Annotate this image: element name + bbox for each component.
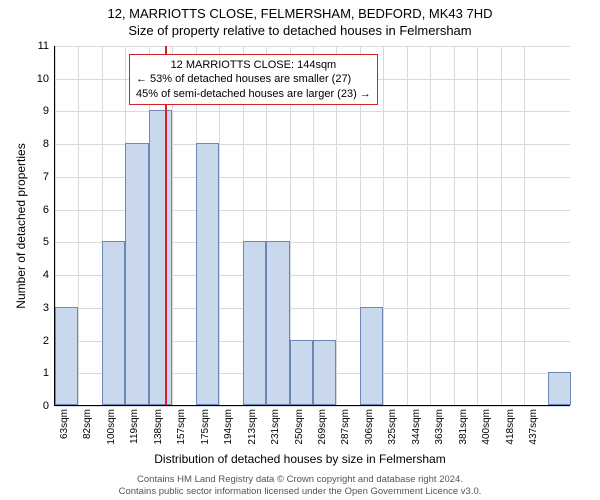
ytick-label: 9 — [43, 105, 49, 117]
xtick-label: 157sqm — [176, 409, 187, 445]
xtick-label: 344sqm — [411, 409, 422, 445]
bar — [102, 241, 125, 405]
gridline-v — [501, 46, 502, 405]
bar — [149, 110, 172, 405]
ytick-label: 7 — [43, 171, 49, 183]
ytick-label: 1 — [43, 367, 49, 379]
xtick-label: 82sqm — [82, 409, 93, 439]
xtick-label: 138sqm — [153, 409, 164, 445]
bar — [196, 143, 219, 405]
bar — [548, 372, 571, 405]
bar — [266, 241, 289, 405]
bar — [125, 143, 148, 405]
title-line1: 12, MARRIOTTS CLOSE, FELMERSHAM, BEDFORD… — [0, 6, 600, 21]
bar — [243, 241, 266, 405]
xtick-label: 194sqm — [223, 409, 234, 445]
annotation-line3: 45% of semi-detached houses are larger (… — [136, 87, 371, 101]
y-axis-label: Number of detached properties — [14, 143, 28, 308]
footer-line1: Contains HM Land Registry data © Crown c… — [0, 474, 600, 486]
bar — [290, 340, 313, 405]
ytick-label: 2 — [43, 335, 49, 347]
gridline-v — [477, 46, 478, 405]
xtick-label: 418sqm — [505, 409, 516, 445]
footer-attribution: Contains HM Land Registry data © Crown c… — [0, 474, 600, 498]
title-line2: Size of property relative to detached ho… — [0, 23, 600, 38]
gridline-h — [55, 406, 570, 407]
xtick-label: 287sqm — [340, 409, 351, 445]
xtick-label: 381sqm — [458, 409, 469, 445]
chart-title-block: 12, MARRIOTTS CLOSE, FELMERSHAM, BEDFORD… — [0, 0, 600, 38]
annotation-line2: ← 53% of detached houses are smaller (27… — [136, 72, 371, 86]
xtick-label: 63sqm — [59, 409, 70, 439]
ytick-label: 4 — [43, 269, 49, 281]
xtick-label: 231sqm — [270, 409, 281, 445]
gridline-v — [383, 46, 384, 405]
ytick-label: 11 — [38, 40, 49, 52]
ytick-label: 6 — [43, 204, 49, 216]
gridline-v — [407, 46, 408, 405]
ytick-label: 5 — [43, 236, 49, 248]
plot-grid: 0123456789101163sqm82sqm100sqm119sqm138s… — [54, 46, 570, 406]
xtick-label: 306sqm — [364, 409, 375, 445]
gridline-v — [524, 46, 525, 405]
bar — [55, 307, 78, 405]
ytick-label: 0 — [43, 400, 49, 412]
xtick-label: 269sqm — [317, 409, 328, 445]
gridline-v — [454, 46, 455, 405]
ytick-label: 10 — [37, 73, 49, 85]
xtick-label: 250sqm — [294, 409, 305, 445]
xtick-label: 213sqm — [247, 409, 258, 445]
annotation-box: 12 MARRIOTTS CLOSE: 144sqm← 53% of detac… — [129, 54, 378, 105]
xtick-label: 175sqm — [200, 409, 211, 445]
ytick-label: 8 — [43, 138, 49, 150]
plot-area: 0123456789101163sqm82sqm100sqm119sqm138s… — [54, 46, 570, 406]
gridline-v — [78, 46, 79, 405]
xtick-label: 437sqm — [528, 409, 539, 445]
xtick-label: 119sqm — [129, 409, 140, 444]
bar — [313, 340, 336, 405]
x-axis-label: Distribution of detached houses by size … — [0, 452, 600, 466]
xtick-label: 100sqm — [106, 409, 117, 445]
footer-line2: Contains public sector information licen… — [0, 486, 600, 498]
ytick-label: 3 — [43, 302, 49, 314]
bar — [360, 307, 383, 405]
gridline-v — [430, 46, 431, 405]
xtick-label: 400sqm — [481, 409, 492, 445]
xtick-label: 325sqm — [387, 409, 398, 445]
xtick-label: 363sqm — [434, 409, 445, 445]
annotation-line1: 12 MARRIOTTS CLOSE: 144sqm — [136, 58, 371, 72]
